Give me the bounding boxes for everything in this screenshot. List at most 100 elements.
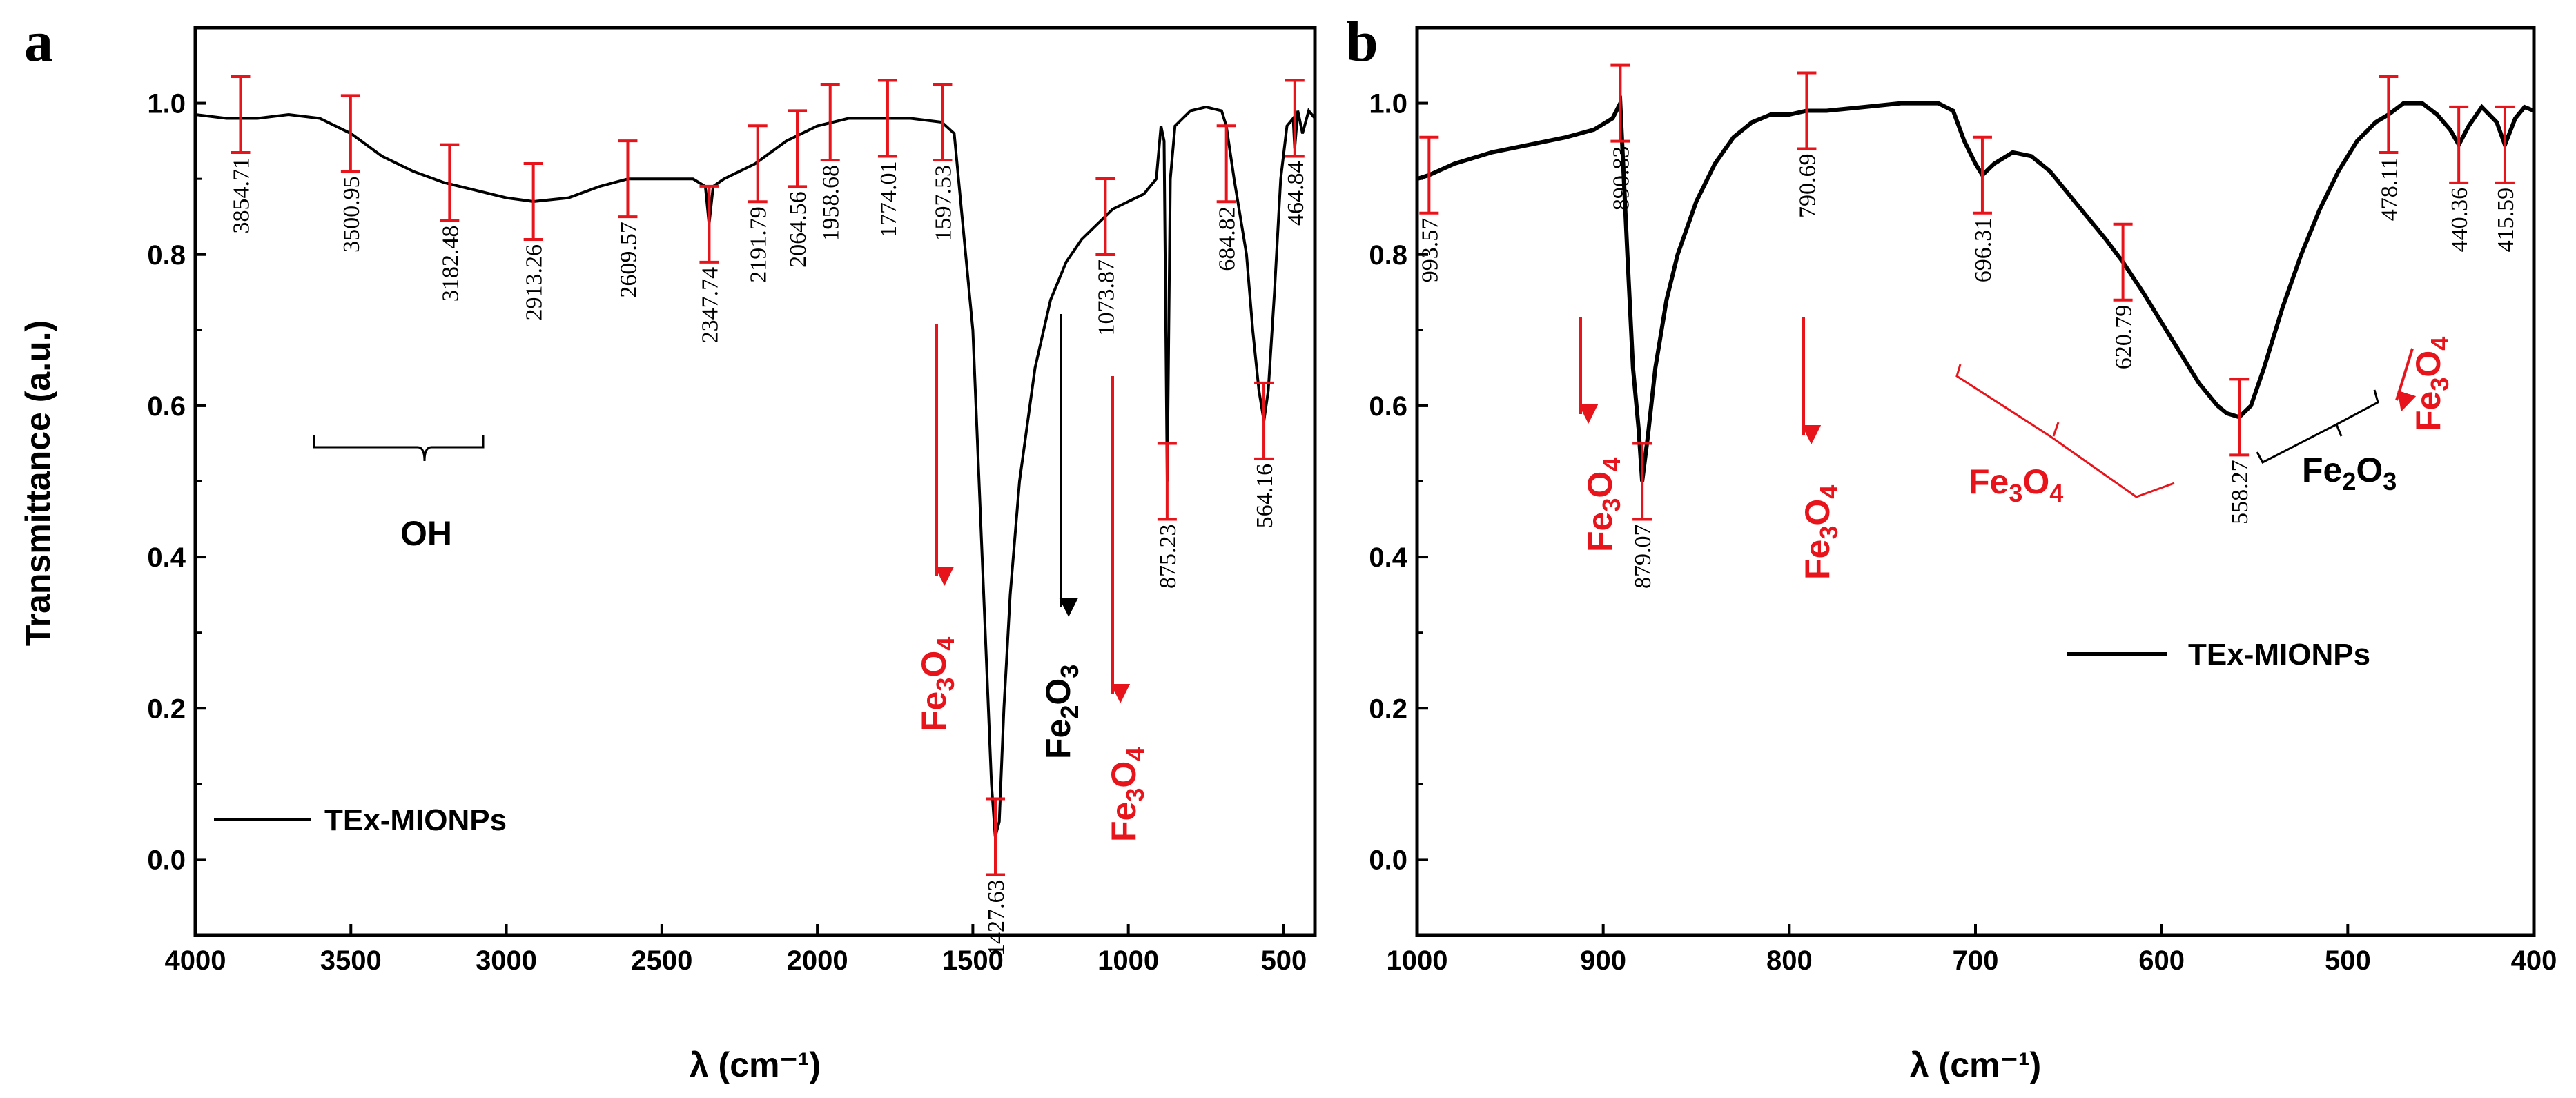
x-tick-label: 700: [1953, 945, 1999, 976]
sub: 3: [1815, 526, 1843, 540]
peak-label: 790.69: [1795, 154, 1820, 219]
o: O: [915, 651, 953, 678]
o: O: [1104, 761, 1143, 788]
peak-label: 3500.95: [339, 176, 364, 253]
panel-b-fe2o3-label: Fe2O3: [2302, 451, 2397, 496]
panel-b-fe3o4-label-4: Fe3O4: [2409, 337, 2454, 431]
y-tick-label: 0.8: [147, 240, 186, 271]
sub: 4: [2426, 337, 2454, 351]
peak-marker: 1427.63: [984, 797, 1009, 957]
peak-label: 1427.63: [984, 880, 1009, 957]
sub: 3: [1121, 788, 1149, 802]
peak-label: 2347.74: [697, 267, 723, 344]
peak-label: 440.36: [2447, 188, 2472, 253]
peak-marker: 2347.74: [697, 184, 723, 344]
fe: Fe: [2302, 451, 2342, 489]
peak-marker: 2064.56: [786, 109, 811, 268]
x-tick-label: 2500: [631, 945, 692, 976]
peak-label: 1073.87: [1093, 259, 1119, 336]
y-tick-label: 0.6: [1369, 391, 1407, 422]
panel-b-fe3o4-bracket-tick: [2052, 422, 2060, 437]
peak-marker: 875.23: [1155, 442, 1181, 589]
peak-marker: 790.69: [1795, 71, 1820, 219]
peak-marker: 464.84: [1283, 79, 1309, 226]
panel-a-legend-label: TEx-MIONPs: [324, 803, 507, 837]
sub: 3: [1597, 498, 1626, 512]
panel-a-peak-markers: 3854.71 3500.95 3182.48 2913.26 2609.57 2347.…: [228, 75, 1309, 957]
fe: Fe: [1581, 512, 1619, 552]
panel-a-y-axis: 0.0 0.2 0.4 0.6 0.8 1.0: [147, 26, 206, 937]
peak-label: 2913.26: [522, 244, 547, 321]
y-tick-label: 0.4: [147, 542, 186, 573]
y-tick-label: 0.2: [1369, 694, 1407, 724]
sub: 3: [2383, 467, 2397, 496]
x-tick-label: 1000: [1097, 945, 1159, 976]
peak-label: 879.07: [1630, 525, 1656, 589]
peak-marker: 2609.57: [616, 139, 641, 298]
peak-label: 3854.71: [228, 157, 254, 233]
x-tick-label: 1000: [1387, 945, 1448, 976]
y-tick-label: 0.0: [1369, 845, 1407, 875]
peak-label: 558.27: [2227, 460, 2253, 525]
peak-label: 464.84: [1283, 161, 1309, 226]
sub: 2: [1055, 705, 1084, 719]
y-tick-label: 0.0: [147, 845, 186, 875]
peak-label: 2609.57: [616, 222, 641, 298]
peak-marker: 2191.79: [746, 124, 772, 283]
y-tick-label: 0.2: [147, 694, 186, 724]
panel-b-label: b: [1346, 10, 1378, 74]
o: O: [2022, 462, 2049, 501]
fe: Fe: [1104, 802, 1143, 842]
x-tick-label: 600: [2138, 945, 2185, 976]
o: O: [2356, 451, 2383, 489]
peak-label: 3182.48: [438, 226, 463, 302]
peak-marker: 3854.71: [228, 75, 254, 234]
panel-b-legend-label: TEx-MIONPs: [2188, 638, 2370, 671]
peak-marker: 620.79: [2111, 222, 2137, 369]
fe: Fe: [2409, 391, 2448, 431]
panel-b-fe3o4-label-2: Fe3O4: [1798, 485, 1843, 580]
x-tick-label: 4000: [165, 945, 226, 976]
sub: 3: [2426, 378, 2454, 391]
x-tick-label: 500: [1261, 945, 1307, 976]
peak-label: 478.11: [2377, 157, 2402, 221]
y-tick-label: 1.0: [1369, 89, 1407, 119]
peak-marker: 1958.68: [819, 82, 844, 242]
sub: 3: [931, 678, 959, 692]
panel-a-series-line: [195, 106, 1316, 838]
peak-marker: 558.27: [2227, 378, 2253, 525]
o: O: [1581, 471, 1619, 498]
peak-marker: 1597.53: [930, 82, 956, 241]
peak-label: 696.31: [1971, 218, 1996, 283]
peak-label: 1958.68: [819, 165, 844, 242]
panel-b-fe2o3-bracket-tick: [2335, 424, 2343, 437]
panel-b-series-line: [1416, 95, 2535, 482]
x-tick-label: 3500: [320, 945, 382, 976]
peak-label: 2191.79: [746, 206, 772, 283]
fe: Fe: [1798, 540, 1837, 580]
sub: 4: [931, 637, 959, 651]
peak-marker: 1774.01: [876, 79, 901, 237]
peak-label: 890.83: [1608, 146, 1634, 210]
panel-b-fe3o4-label-1: Fe3O4: [1581, 458, 1626, 552]
panel-a: a 0.00.20.40.60.81.0 4000 3500 3000 2500 200…: [19, 10, 1317, 1084]
sub: 4: [2049, 479, 2063, 507]
y-tick-label: 1.0: [147, 89, 186, 119]
x-tick-label: 3000: [476, 945, 537, 976]
panel-b-peak-markers: 993.57 890.83 879.07 790.69 696.31 620.79 558.…: [1417, 63, 2519, 589]
y-tick-label: 0.8: [1369, 240, 1407, 271]
peak-marker: 684.82: [1215, 124, 1240, 271]
panel-b: b 0.0 0.2 0.4 0.6 0.8 1.0 1000 900 800 700 600 500…: [1346, 10, 2557, 1084]
x-tick-label: 400: [2511, 945, 2557, 976]
peak-marker: 3182.48: [438, 143, 463, 302]
peak-marker: 890.83: [1608, 63, 1634, 210]
sub: 4: [1815, 485, 1843, 499]
sub: 4: [1597, 458, 1626, 471]
panel-b-fe3o4-label-3: Fe3O4: [1969, 462, 2063, 507]
peak-label: 2064.56: [786, 191, 811, 268]
panel-a-fe2o3-label: Fe2O3: [1039, 665, 1084, 759]
panel-a-xlabel: λ (cm⁻¹): [690, 1046, 821, 1084]
panel-b-xlabel: λ (cm⁻¹): [1910, 1046, 2041, 1084]
peak-marker: 564.16: [1252, 381, 1278, 528]
